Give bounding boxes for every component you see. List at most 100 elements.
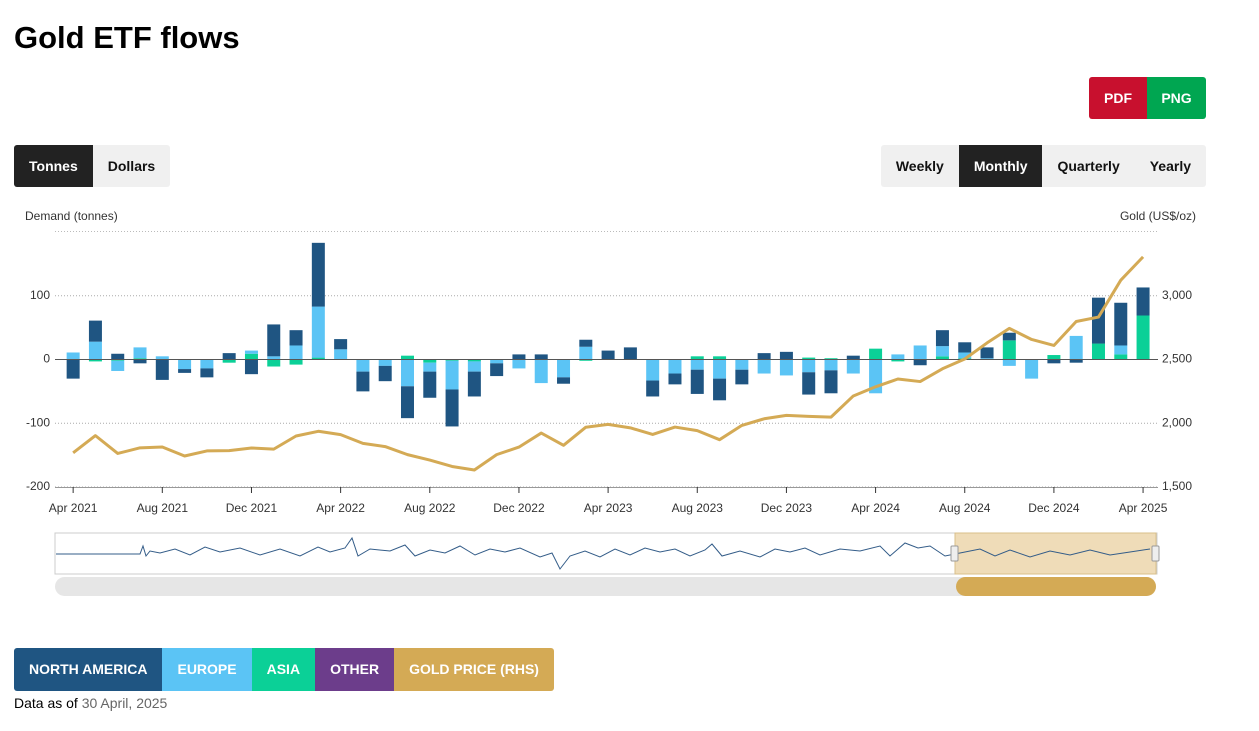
bar (1025, 359, 1039, 379)
bar (935, 330, 949, 347)
bar (557, 359, 571, 378)
legend-item[interactable]: ASIA (251, 648, 316, 691)
unit-option[interactable]: Dollars (107, 158, 156, 174)
bar (155, 356, 169, 360)
bar (467, 361, 481, 372)
bar (802, 359, 816, 373)
bar (267, 356, 281, 360)
bar (690, 359, 704, 370)
bar (646, 359, 660, 381)
bar (1114, 354, 1128, 360)
bar (802, 372, 816, 395)
x-tick-label: Apr 2021 (49, 501, 98, 515)
x-tick-label: Apr 2022 (316, 501, 365, 515)
bar (334, 349, 348, 360)
bar (423, 362, 437, 372)
navigator-handle[interactable] (1151, 545, 1160, 562)
bar (178, 359, 192, 370)
navigator-handle[interactable] (950, 545, 959, 562)
footer: Data as of 30 April, 2025 (14, 695, 167, 711)
bar (980, 347, 994, 359)
bar (668, 359, 682, 374)
bar (1002, 340, 1016, 360)
bar (133, 347, 147, 359)
legend-item[interactable]: NORTH AMERICA (14, 648, 163, 691)
bar (423, 371, 437, 398)
bar (690, 356, 704, 360)
bar (155, 359, 169, 380)
bar (66, 359, 80, 379)
x-tick-label: Dec 2022 (493, 501, 545, 515)
bar (1047, 355, 1061, 360)
bar (445, 359, 459, 361)
bar (178, 369, 192, 373)
bar (490, 363, 504, 377)
legend-item[interactable]: OTHER (315, 648, 395, 691)
bar (378, 365, 392, 382)
bar (935, 356, 949, 360)
y2-tick-label: 2,000 (1162, 415, 1192, 429)
x-tick-label: Aug 2022 (404, 501, 456, 515)
bar (713, 356, 727, 360)
bar (891, 354, 905, 360)
bar (356, 359, 370, 372)
bar (467, 359, 481, 362)
bar (222, 359, 236, 363)
bar (133, 358, 147, 360)
period-option[interactable]: Monthly (958, 145, 1043, 187)
bar (913, 359, 927, 366)
period-option[interactable]: Yearly (1149, 158, 1191, 174)
bar (802, 357, 816, 360)
bar (88, 341, 102, 360)
bar (735, 359, 749, 370)
bar (1136, 315, 1150, 360)
bar (289, 345, 303, 360)
bar (690, 369, 704, 394)
bar (88, 359, 102, 362)
legend-item[interactable]: GOLD PRICE (RHS) (394, 648, 554, 691)
bar (757, 353, 771, 360)
y2-tick-label: 3,000 (1162, 288, 1192, 302)
bar (400, 355, 414, 360)
bar (958, 352, 972, 359)
png-button[interactable]: PNG (1147, 77, 1206, 119)
bar (891, 359, 905, 362)
scrollbar-track[interactable] (55, 577, 1156, 596)
y-axis-title: Demand (tonnes) (25, 209, 118, 223)
bar (467, 371, 481, 397)
bar (1002, 359, 1016, 366)
bar (1136, 287, 1150, 316)
period-option[interactable]: Quarterly (1057, 158, 1120, 174)
period-option[interactable]: Weekly (895, 158, 944, 174)
bar (757, 359, 771, 374)
x-tick-label: Dec 2024 (1028, 501, 1080, 515)
unit-toggle: Tonnes Dollars (14, 145, 171, 187)
scrollbar-thumb[interactable] (956, 577, 1156, 596)
bar (824, 359, 838, 371)
pdf-button[interactable]: PDF (1089, 77, 1147, 119)
bar (88, 320, 102, 342)
bar (713, 359, 727, 379)
unit-option[interactable]: Tonnes (14, 145, 93, 187)
gold-price-line (72, 255, 1145, 472)
bar (244, 359, 258, 375)
x-tick-label: Apr 2023 (584, 501, 633, 515)
legend-item[interactable]: EUROPE (162, 648, 252, 691)
navigator (54, 532, 1160, 596)
page-title: Gold ETF flows (14, 20, 240, 55)
bar (735, 369, 749, 385)
bar (1002, 332, 1016, 341)
bar (311, 242, 325, 307)
bar (623, 347, 637, 360)
bar (779, 351, 793, 360)
navigator-series (56, 536, 1151, 570)
bar (579, 339, 593, 347)
navigator-selection[interactable] (954, 532, 1157, 575)
bar (222, 353, 236, 360)
bar (779, 359, 793, 376)
bar (244, 350, 258, 354)
bar (846, 355, 860, 360)
bar (913, 345, 927, 360)
bar (534, 359, 548, 384)
bar (824, 370, 838, 394)
